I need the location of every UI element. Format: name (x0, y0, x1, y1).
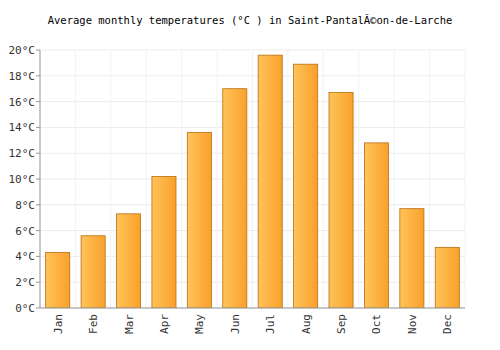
tick-mark (36, 256, 40, 257)
tick-mark (36, 282, 40, 283)
bar (152, 176, 176, 308)
tick-label: 18°C (9, 70, 36, 83)
tick-label: 6°C (15, 225, 35, 238)
grid-line (40, 308, 465, 309)
tick-label: 0°C (15, 302, 35, 315)
bar (400, 209, 424, 308)
category-label: Mar (123, 314, 136, 334)
category-label: Aug (300, 314, 313, 334)
tick-mark (36, 153, 40, 154)
tick-label: 16°C (9, 96, 36, 109)
category-label: Oct (370, 314, 383, 334)
grid-line-vertical (287, 50, 288, 308)
bar (364, 143, 388, 308)
bar (329, 93, 353, 308)
bar (46, 253, 70, 308)
category-label: Jul (264, 314, 277, 334)
grid-line-vertical (110, 50, 111, 308)
bar (258, 55, 282, 308)
tick-mark (36, 230, 40, 231)
grid (40, 50, 465, 308)
bar (223, 89, 247, 308)
tick-mark (36, 308, 40, 309)
tick-mark (36, 50, 40, 51)
tick-label: 12°C (9, 147, 36, 160)
grid-line-vertical (217, 50, 218, 308)
x-axis (40, 308, 465, 309)
grid-line-vertical (252, 50, 253, 308)
category-label: Feb (87, 314, 100, 334)
bar (187, 133, 211, 308)
grid-line-vertical (323, 50, 324, 308)
grid-line-vertical (465, 50, 466, 308)
tick-label: 10°C (9, 173, 36, 186)
grid-line-vertical (358, 50, 359, 308)
bars (46, 55, 460, 308)
bar (294, 64, 318, 308)
tick-mark (36, 75, 40, 76)
title: Average monthly temperatures (°C ) in Sa… (48, 14, 453, 26)
category-label: Jan (52, 314, 65, 334)
chart: Average monthly temperatures (°C ) in Sa… (0, 0, 500, 350)
y-axis (40, 50, 41, 308)
tick-mark (36, 101, 40, 102)
tick-label: 2°C (15, 276, 35, 289)
category-label: May (193, 314, 206, 334)
tick-label: 8°C (15, 199, 35, 212)
grid-line-vertical (146, 50, 147, 308)
grid-line-vertical (75, 50, 76, 308)
category-label: Nov (406, 314, 419, 334)
category-label: Dec (441, 314, 454, 334)
grid-line-vertical (429, 50, 430, 308)
grid-line-vertical (40, 50, 41, 308)
category-label: Apr (158, 314, 171, 334)
tick-label: 14°C (9, 121, 36, 134)
bar (81, 236, 105, 308)
tick-label: 4°C (15, 250, 35, 263)
bar (117, 214, 141, 308)
category-label: Jun (229, 314, 242, 334)
tick-mark (36, 204, 40, 205)
bar (435, 247, 459, 308)
tick-mark (36, 179, 40, 180)
grid-line-vertical (394, 50, 395, 308)
tick-label: 20°C (9, 44, 36, 57)
grid-line-vertical (181, 50, 182, 308)
category-label: Sep (335, 314, 348, 334)
tick-mark (36, 127, 40, 128)
